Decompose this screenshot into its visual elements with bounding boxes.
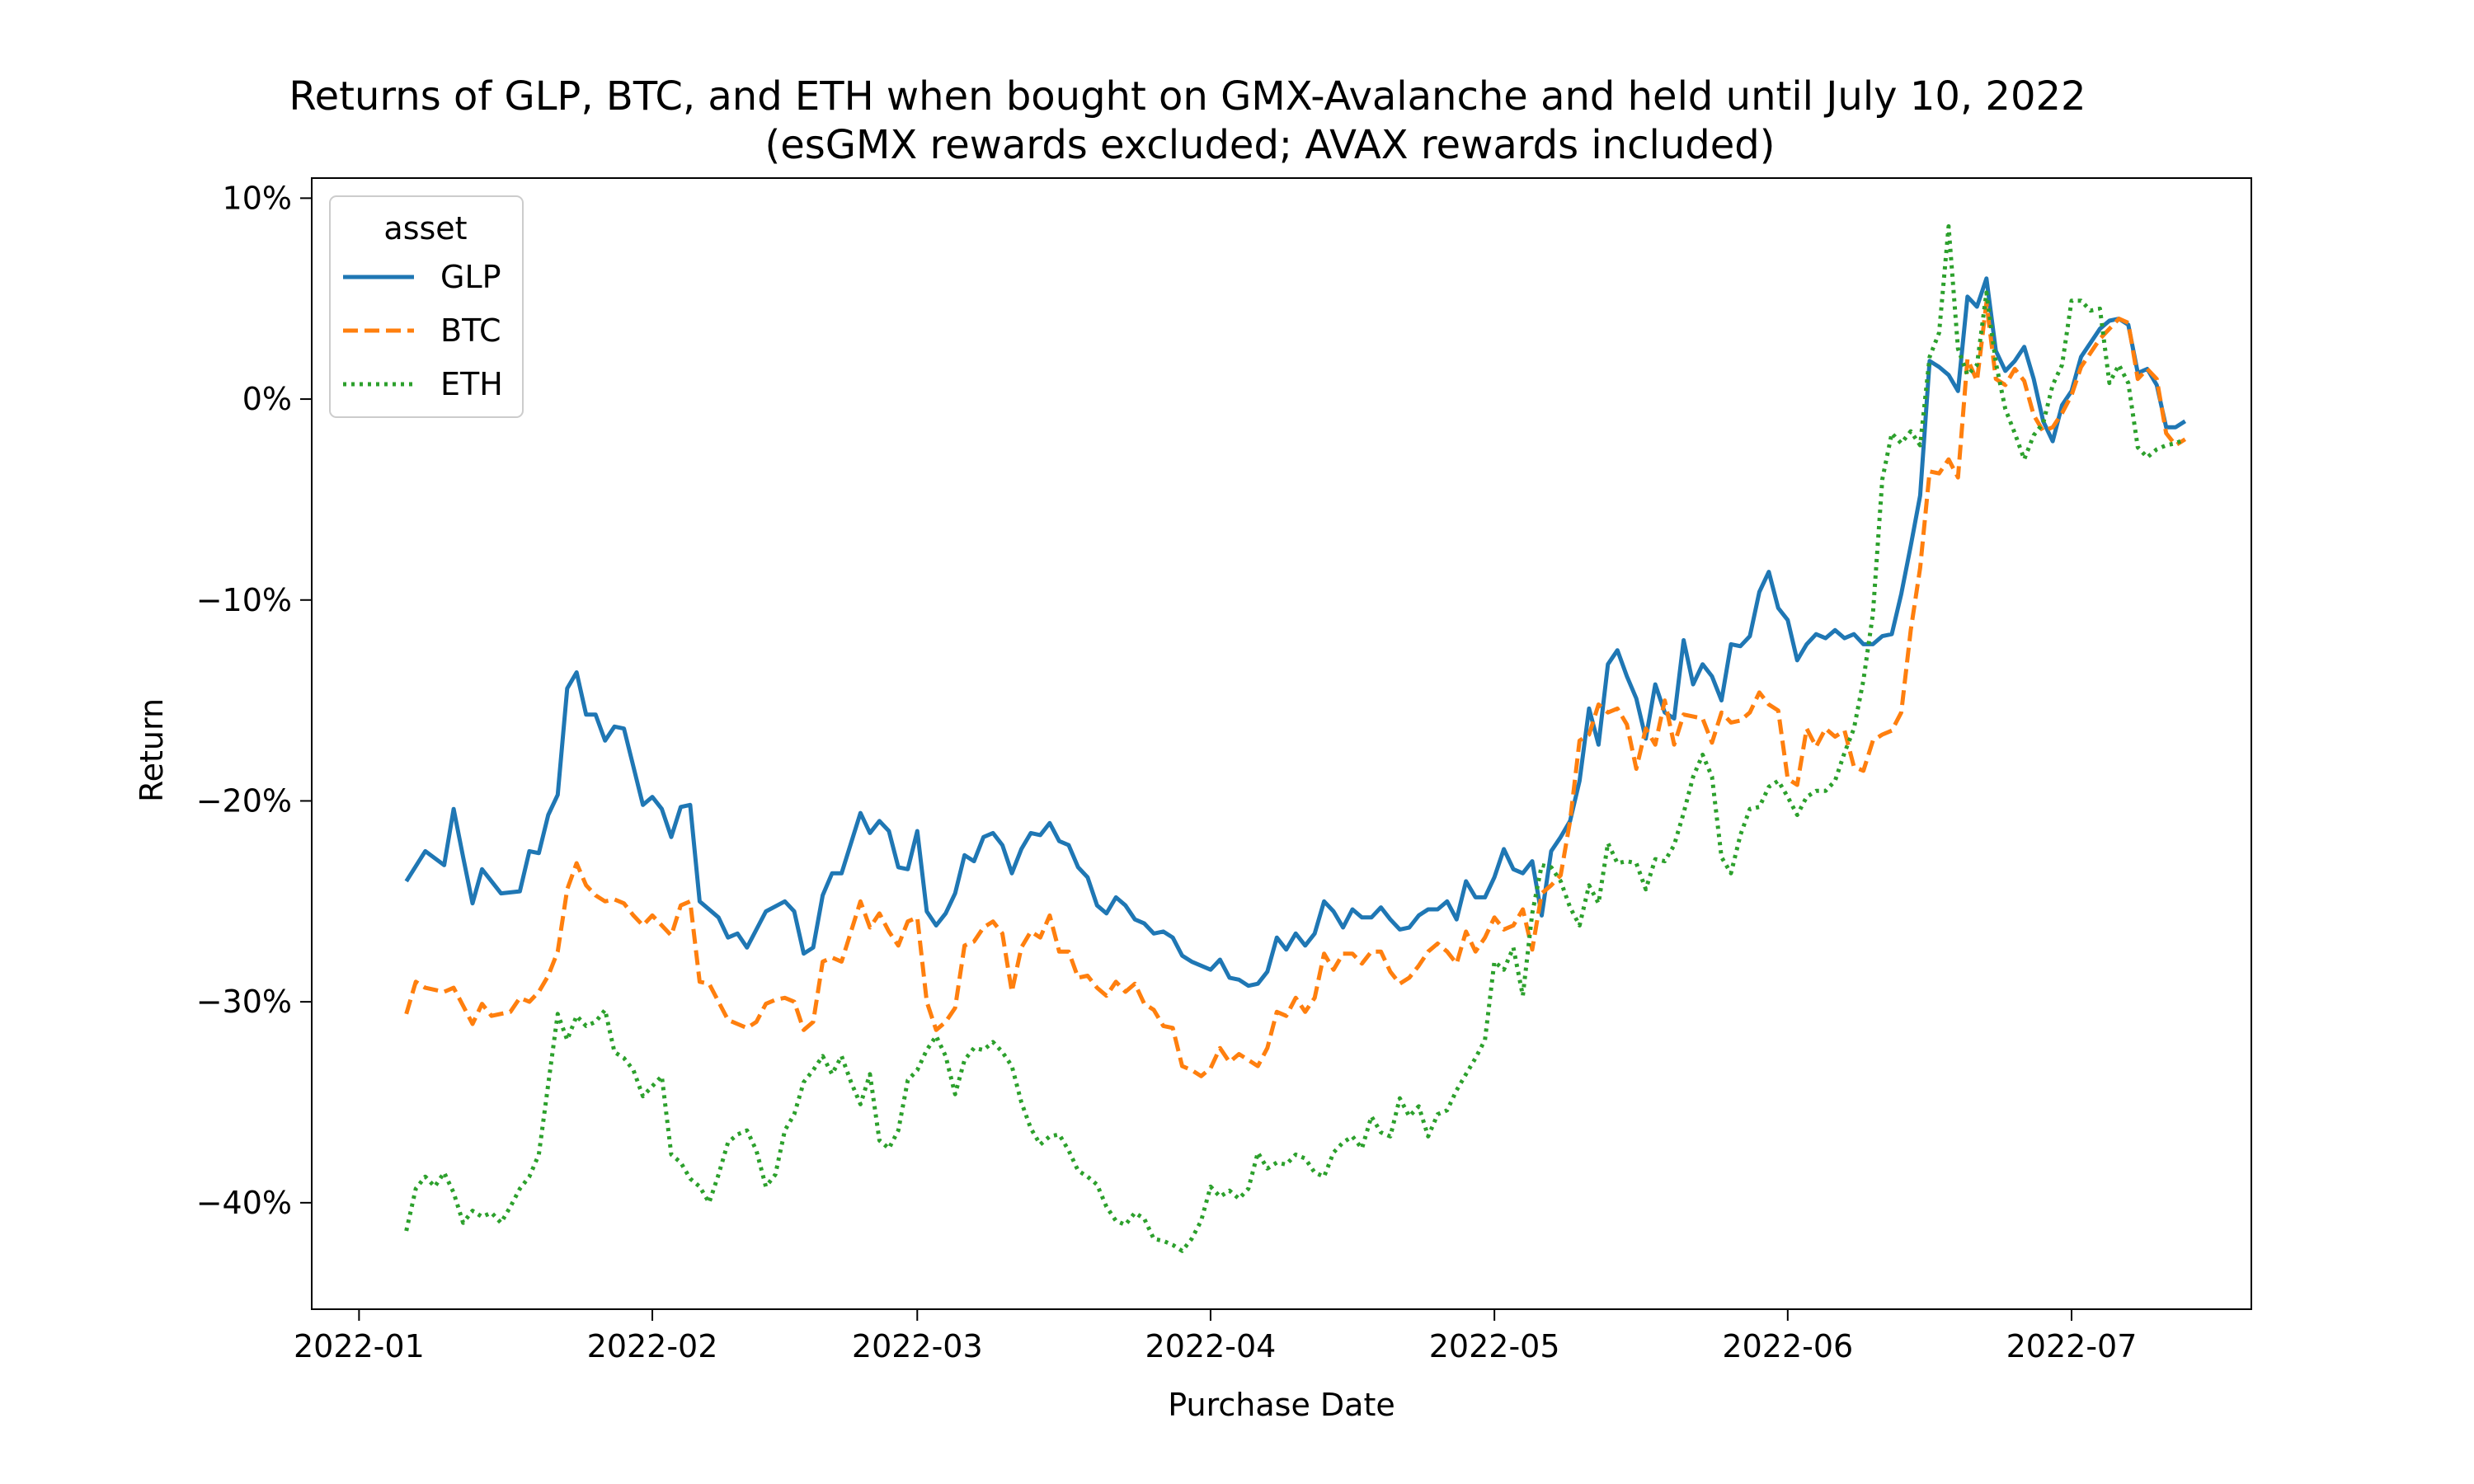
y-tick-label: −10% bbox=[196, 582, 292, 618]
x-tick-label: 2022-06 bbox=[1722, 1328, 1853, 1364]
x-tick-label: 2022-04 bbox=[1145, 1328, 1277, 1364]
x-tick-label: 2022-05 bbox=[1429, 1328, 1560, 1364]
y-tick-label: −30% bbox=[196, 984, 292, 1020]
legend-label-eth: ETH bbox=[440, 366, 503, 402]
y-tick-label: −40% bbox=[196, 1185, 292, 1221]
legend-label-glp: GLP bbox=[440, 259, 501, 295]
plot-frame bbox=[311, 177, 2252, 1310]
series-layer bbox=[404, 224, 2187, 1253]
x-tick-label: 2022-01 bbox=[294, 1328, 425, 1364]
series-line-glp bbox=[404, 276, 2187, 989]
y-tick-label: 0% bbox=[242, 381, 292, 417]
legend-title: asset bbox=[383, 210, 467, 247]
chart-title: Returns of GLP, BTC, and ETH when bought… bbox=[289, 73, 2086, 120]
y-axis: −40% −30% −20% −10% 0% 10% bbox=[196, 180, 312, 1221]
legend-label-btc: BTC bbox=[440, 312, 501, 349]
x-axis: 2022-01 2022-02 2022-03 2022-04 2022-05 2022-… bbox=[294, 1309, 2137, 1364]
x-tick-label: 2022-02 bbox=[587, 1328, 718, 1364]
series-line-btc bbox=[404, 300, 2187, 1078]
x-tick-label: 2022-07 bbox=[2006, 1328, 2138, 1364]
x-axis-label: Purchase Date bbox=[1168, 1387, 1395, 1423]
x-tick-label: 2022-03 bbox=[852, 1328, 983, 1364]
plot-area bbox=[404, 224, 2187, 1253]
legend-box bbox=[329, 195, 524, 418]
y-tick-label: 10% bbox=[223, 180, 292, 216]
legend-entries: GLP BTC ETH bbox=[343, 259, 503, 402]
series-line-eth bbox=[404, 224, 2186, 1253]
y-axis-label: Return bbox=[134, 698, 170, 802]
y-tick-label: −20% bbox=[196, 782, 292, 819]
legend: asset GLP BTC ETH bbox=[329, 195, 524, 418]
chart-subtitle: (esGMX rewards excluded; AVAX rewards in… bbox=[765, 122, 1776, 168]
